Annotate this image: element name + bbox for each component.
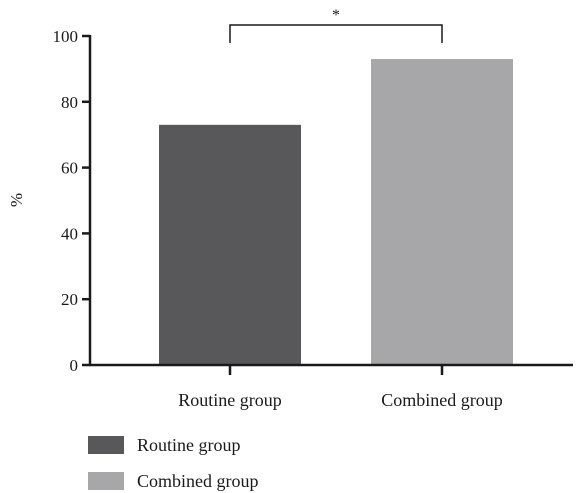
x-tick-label: Routine group <box>178 390 282 410</box>
legend-label: Routine group <box>137 435 241 455</box>
y-tick-label: 60 <box>61 159 78 178</box>
significance-bracket: * <box>229 7 443 43</box>
y-tick-label: 40 <box>61 224 78 243</box>
y-tick-label: 0 <box>70 356 79 375</box>
y-ticks: 0 20 40 60 80 100 <box>53 27 90 375</box>
legend: Routine group Combined group <box>88 435 259 491</box>
legend-swatch <box>88 472 124 490</box>
y-tick-label: 80 <box>61 93 78 112</box>
x-tick-label: Combined group <box>381 390 503 410</box>
legend-swatch <box>88 436 124 454</box>
y-tick-label: 100 <box>53 27 79 46</box>
y-tick-label: 20 <box>61 290 78 309</box>
bars-layer <box>159 59 513 365</box>
significance-label: * <box>332 7 340 24</box>
significance-line <box>229 24 443 43</box>
bar-routine <box>159 124 301 365</box>
legend-label: Combined group <box>137 471 259 491</box>
bar-combined <box>371 59 513 365</box>
y-axis-label: % <box>7 193 26 207</box>
x-ticks: Routine group Combined group <box>178 365 503 410</box>
axes-layer <box>88 35 573 367</box>
